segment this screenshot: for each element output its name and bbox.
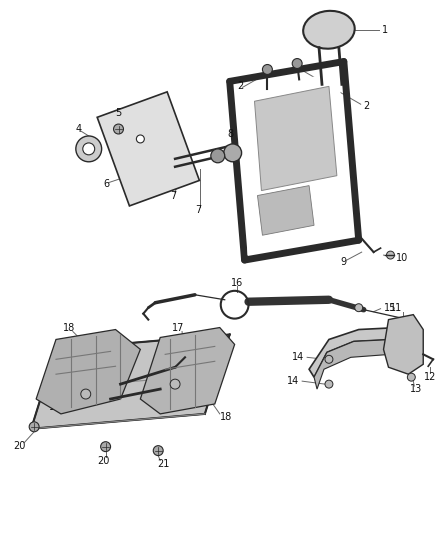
Text: 7: 7 <box>170 190 177 200</box>
Polygon shape <box>309 328 413 377</box>
Text: 20: 20 <box>13 441 25 451</box>
Text: 14: 14 <box>287 376 299 386</box>
Circle shape <box>211 149 225 163</box>
Circle shape <box>101 442 110 451</box>
Polygon shape <box>384 314 423 374</box>
Text: 15: 15 <box>384 303 396 313</box>
Text: 18: 18 <box>63 322 75 333</box>
Circle shape <box>29 422 39 432</box>
Circle shape <box>407 373 415 381</box>
Text: 11: 11 <box>390 303 403 313</box>
Polygon shape <box>97 92 199 206</box>
Text: 21: 21 <box>157 458 170 469</box>
Text: 2: 2 <box>364 101 370 111</box>
Circle shape <box>292 59 302 68</box>
Circle shape <box>325 356 333 364</box>
Text: 10: 10 <box>396 253 409 263</box>
Circle shape <box>153 446 163 456</box>
Circle shape <box>355 304 363 312</box>
Ellipse shape <box>303 11 355 49</box>
Text: 19: 19 <box>49 402 61 412</box>
Polygon shape <box>31 335 230 429</box>
Text: 20: 20 <box>97 456 110 465</box>
Text: 12: 12 <box>424 372 436 382</box>
Circle shape <box>81 389 91 399</box>
Text: 18: 18 <box>220 412 232 422</box>
Text: 6: 6 <box>104 179 110 189</box>
Circle shape <box>224 144 242 162</box>
Text: 7: 7 <box>195 205 201 215</box>
Text: 13: 13 <box>410 384 422 394</box>
Text: 1: 1 <box>381 25 388 35</box>
Circle shape <box>76 136 102 162</box>
Circle shape <box>262 64 272 75</box>
Polygon shape <box>258 185 314 235</box>
Text: 9: 9 <box>341 257 347 267</box>
Circle shape <box>325 380 333 388</box>
Polygon shape <box>254 86 337 191</box>
Text: 17: 17 <box>172 322 184 333</box>
Circle shape <box>83 143 95 155</box>
Polygon shape <box>242 71 352 255</box>
Text: 16: 16 <box>230 278 243 288</box>
Polygon shape <box>140 328 235 414</box>
Text: 4: 4 <box>76 124 82 134</box>
Text: 14: 14 <box>292 352 304 362</box>
Circle shape <box>170 379 180 389</box>
Circle shape <box>113 124 124 134</box>
Polygon shape <box>247 79 345 242</box>
Polygon shape <box>36 329 140 414</box>
Polygon shape <box>314 340 408 389</box>
Circle shape <box>136 135 144 143</box>
Text: 5: 5 <box>115 108 122 118</box>
Circle shape <box>386 251 395 259</box>
Text: 8: 8 <box>228 129 234 139</box>
Text: 2: 2 <box>238 82 244 91</box>
